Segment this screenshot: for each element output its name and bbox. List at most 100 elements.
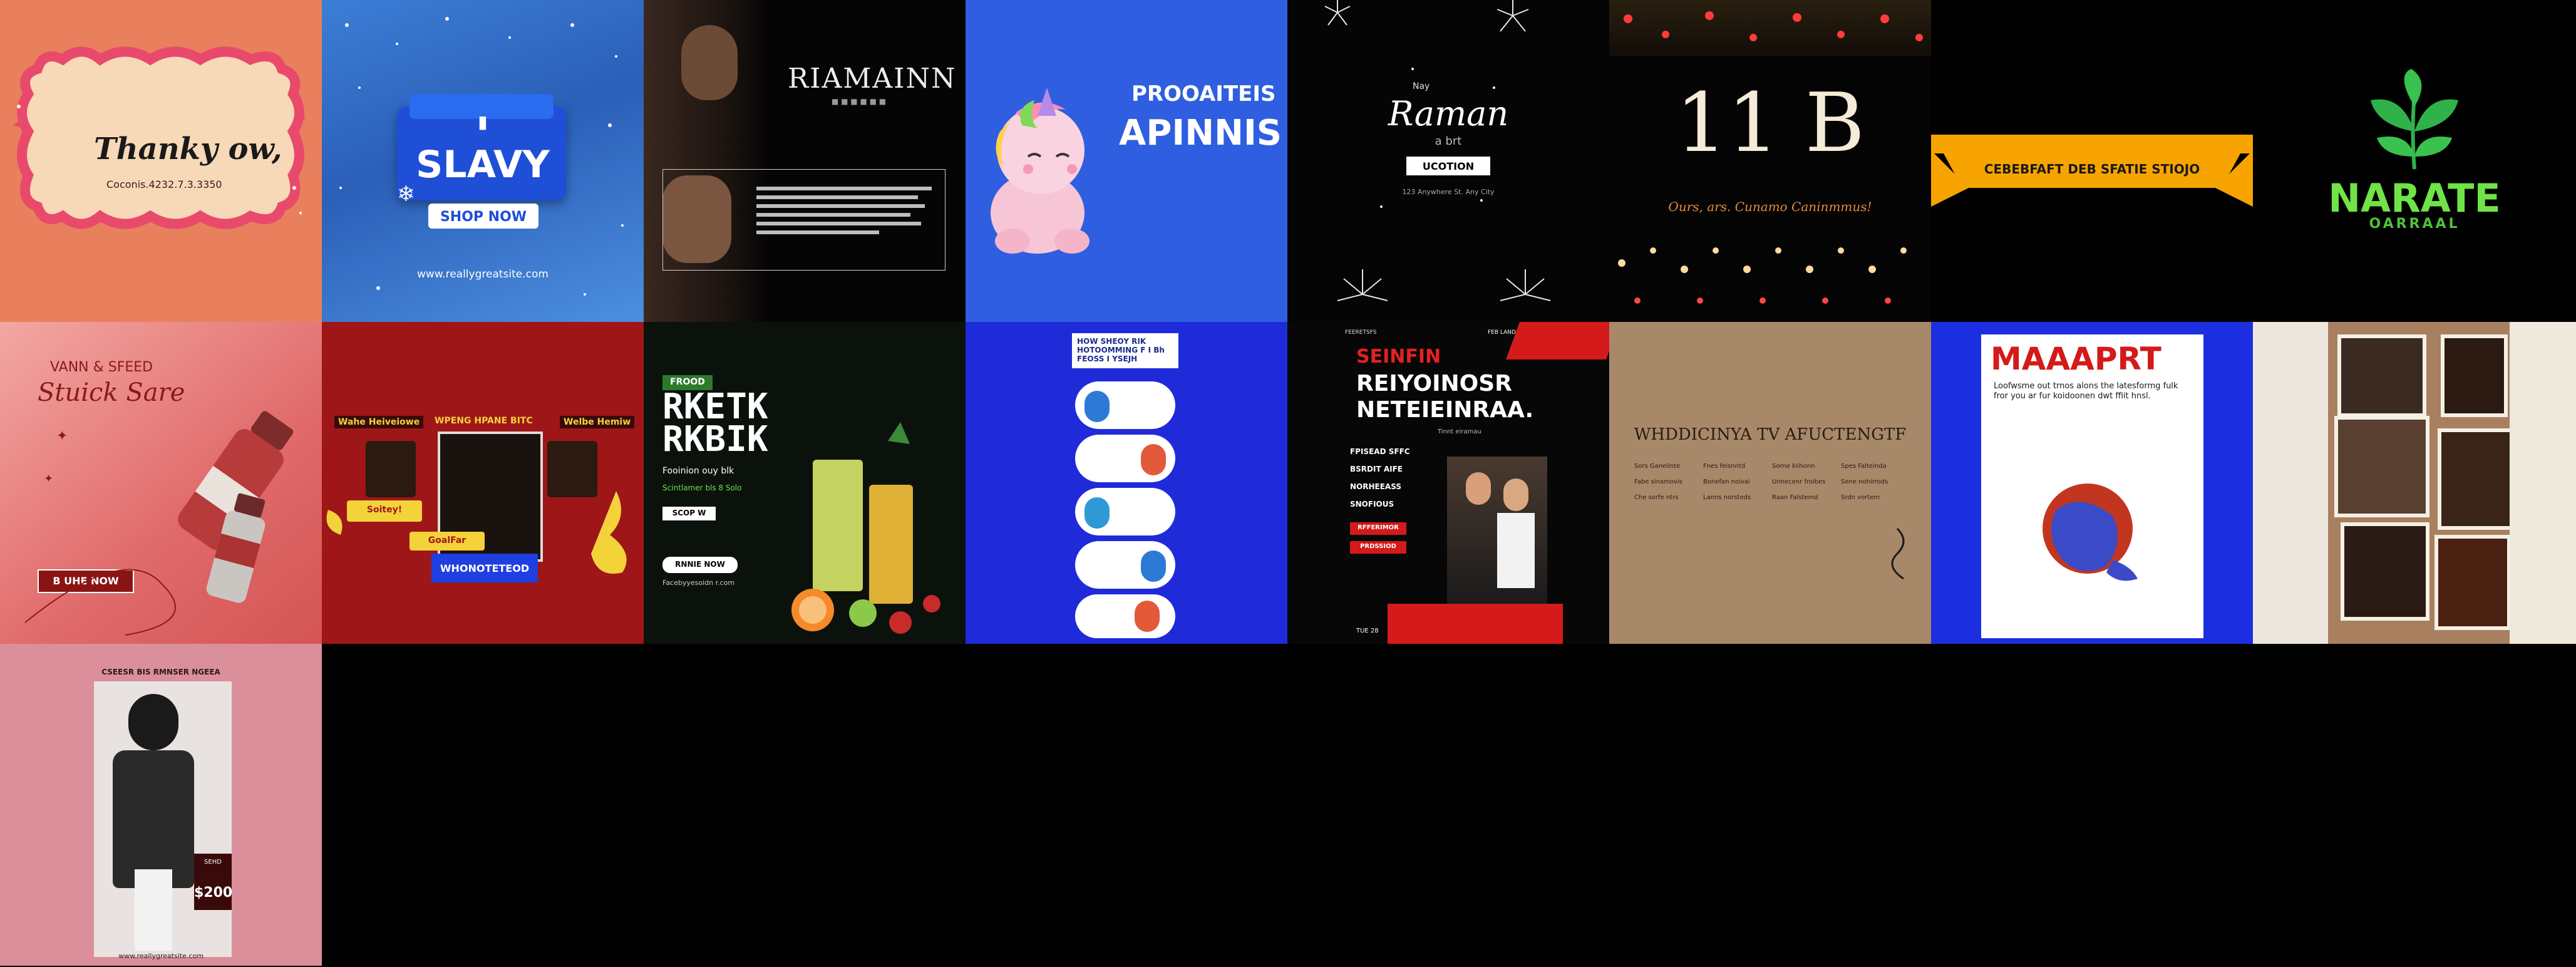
agenda-cell: Lanns norsteds [1703, 494, 1751, 501]
mood-photo [2334, 416, 2429, 517]
infographic-header: HOW SHEOY RIK HOTOOMMING F I Bh FEOSS I … [1072, 333, 1178, 368]
promo-line-1: PROOAITEIS [1131, 81, 1276, 106]
person-illustration [1084, 497, 1110, 529]
tile-red-collage[interactable]: Wahe Heiveiowe WPENG HPANE BITC Welbe He… [322, 322, 644, 644]
mood-photo [2441, 334, 2508, 417]
agenda-col: Spes Falteinda Sene nohirrods Srdn vorte… [1841, 463, 1904, 501]
tile-string-lights[interactable]: 11 B Ours, ars. Cunamo Caninmmus! [1609, 0, 1931, 322]
ribbon-icon [1931, 135, 2253, 207]
snow-dots-icon [339, 17, 624, 296]
agenda-cell: Srdn vortem [1841, 494, 1880, 501]
shop-now-button[interactable]: SHOP NOW [428, 204, 538, 229]
order-button[interactable]: RNNIE NOW [662, 557, 738, 573]
speaker-face [1503, 478, 1528, 511]
portrait-face [681, 25, 738, 100]
tile-fresh-drinks[interactable]: FROOD RKETK RKBIK Fooinion ouy blk Scint… [644, 322, 966, 644]
poster-title: MAAAPRT [1991, 341, 2161, 377]
serum-bottle-icon [178, 411, 294, 603]
person-illustration [1135, 601, 1160, 632]
info-card [1075, 594, 1175, 638]
drink-title: RKETK RKBIK [662, 386, 768, 460]
badge-box: FROOD [662, 375, 713, 390]
text-frame [662, 169, 945, 271]
fashion-footer: www.reallygreatsite.com [118, 952, 204, 960]
agenda-cell: Sors Ganelinte [1634, 463, 1681, 470]
tile-serum-sale[interactable]: VANN & SFEED Stuick Sare ✦ ✦ B UHE NOW [0, 322, 322, 644]
tile-poster-card[interactable]: MAAAPRT Loofwsme out trnos alons the lat… [1931, 322, 2253, 644]
leaf-icon [2371, 69, 2458, 170]
agenda-cell: Sene nohirrods [1841, 478, 1888, 485]
tile-thank-you-card[interactable]: Thanky ow, Coconis.4232.7.3.3350 [0, 0, 322, 322]
tile-unicorn-promo[interactable]: PROOAITEIS APINNIS [966, 0, 1287, 322]
site-footer: www.reallygreatsite.com [417, 268, 549, 281]
top-right-label: FEB LAND [1488, 329, 1516, 336]
article-subtitle: ■ ■ ■ ■ ■ ■ [832, 97, 887, 106]
blue-label-box[interactable]: WHONOTETEOD [431, 554, 538, 582]
seminar-footer: TUE 28 [1356, 628, 1379, 634]
event-label: UCOTION [1422, 160, 1475, 172]
squiggle-icon [1891, 527, 1905, 580]
model-hair [128, 694, 178, 750]
agenda-cell: Sorne kiihonn [1772, 463, 1815, 470]
scalloped-frame-icon [13, 46, 306, 229]
tile-portrait-article[interactable]: RIAMAINN ■ ■ ■ ■ ■ ■ [644, 0, 966, 322]
sticker-yellow-2-text: GoalFar [428, 535, 466, 546]
event-script-title: Raman [1388, 94, 1509, 133]
agenda-cell: Spes Falteinda [1841, 463, 1887, 470]
slavy-title: SLAVY [416, 143, 550, 187]
agenda-cell: Fnes feisnntd [1703, 463, 1746, 470]
person-illustration [1141, 444, 1166, 475]
shop-now-label: SHOP NOW [440, 209, 527, 225]
blue-label-text: WHONOTETEOD [440, 562, 530, 574]
speaker-shirt [1497, 513, 1535, 588]
tile-infographic[interactable]: HOW SHEOY RIK HOTOOMMING F I Bh FEOSS I … [966, 322, 1287, 644]
sticker-yellow-text: Soitey! [366, 505, 403, 515]
agenda-col: Fnes feisnntd Bonefan noivai Lanns norst… [1703, 463, 1766, 501]
unicorn-icon [991, 88, 1090, 254]
sticker-yellow-2: GoalFar [410, 532, 485, 551]
label-right: Welbe Hemiw [560, 416, 635, 428]
banner-text: CEBEBFAFT DEB SFATIE STIOJO [1984, 162, 2200, 177]
poster-body: Loofwsme out trnos alons the latesformg … [1994, 381, 2178, 401]
lights-icon [1618, 11, 1923, 304]
sale-heading-small: VANN & SFEED [50, 359, 153, 375]
swoosh-line-icon [24, 569, 176, 636]
brand-subtitle: OARRAAL [2369, 216, 2460, 232]
model-coat [113, 750, 194, 888]
fireworks-icon [1324, 0, 1551, 301]
tile-moodboard[interactable] [2253, 322, 2576, 644]
sale-heading-script: Stuick Sare [38, 378, 185, 407]
box-lid [410, 94, 554, 119]
tile-slavy-promo[interactable]: ▮ SLAVY SHOP NOW ❄ www.reallygreatsite.c… [322, 0, 644, 322]
model-pants [135, 869, 172, 951]
article-body [756, 182, 932, 239]
shop-button-label: SCOP W [672, 509, 706, 517]
agenda-cell: Bonefan noivai [1703, 478, 1750, 485]
tile-fashion-sale[interactable]: CSEESR BIS RMNSER NGEEA SEHD $200 www.re… [0, 644, 322, 966]
tile-agenda-table[interactable]: WHDDICINYA TV AFUCTENGTF Sors Ganelinte … [1609, 322, 1931, 644]
snowflake-icon: ❄ [397, 182, 415, 207]
event-script-sub: a brt [1435, 135, 1462, 148]
event-label-box: UCOTION [1406, 157, 1490, 175]
shop-button[interactable]: SCOP W [662, 507, 716, 520]
tile-narate-logo[interactable]: NARATE OARRAAL [2253, 0, 2576, 322]
badge-text: FROOD [670, 377, 705, 387]
big-number: 11 B [1675, 75, 1865, 170]
agenda-title: WHDDICINYA TV AFUCTENGTF [1634, 425, 1907, 444]
tile-fireworks-event[interactable]: Nay Raman a brt UCOTION 123 Anywhere St.… [1287, 0, 1609, 322]
price-label: SEHD [204, 859, 222, 866]
tile-seminar[interactable]: FEERETSFS FEB LAND SEINFIN REIYOINOSR NE… [1287, 322, 1609, 644]
label-center: WPENG HPANE BITC [435, 416, 533, 426]
lights-caption: Ours, ars. Cunamo Caninmmus! [1668, 199, 1872, 214]
juice-glasses-icon [791, 422, 940, 634]
buy-now-button[interactable]: B UHE NOW [38, 569, 134, 593]
card-subtitle: Coconis.4232.7.3.3350 [106, 178, 222, 190]
red-corner [1388, 604, 1563, 644]
red-triangle [1506, 322, 1609, 359]
mood-photo [2438, 428, 2514, 530]
garland-top [1609, 0, 1931, 56]
buy-now-label: B UHE NOW [53, 575, 119, 587]
sticker-yellow: Soitey! [347, 500, 422, 522]
photo-right [547, 441, 597, 497]
tile-banner-studio[interactable]: CEBEBFAFT DEB SFATIE STIOJO [1931, 0, 2253, 322]
